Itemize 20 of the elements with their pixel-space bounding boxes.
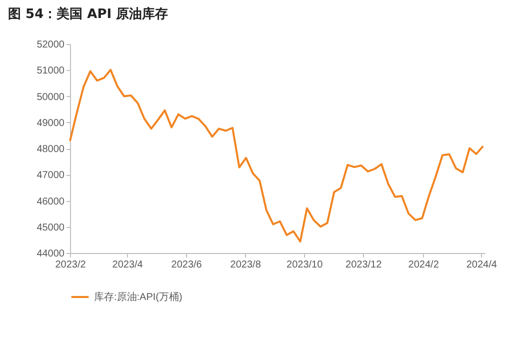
y-tick-label: 44000 [36,248,65,260]
x-tick-label: 2023/6 [171,260,202,270]
x-tick-label: 2024/4 [466,260,498,270]
y-tick-label: 52000 [36,40,65,50]
legend-label: 库存:原油:API(万桶) [94,291,182,303]
y-tick-label: 48000 [36,144,65,155]
y-tick-label: 50000 [36,92,65,103]
y-tick-label: 51000 [36,66,65,77]
x-tick-label: 2023/4 [112,260,144,270]
line-series [69,68,484,243]
y-tick-label: 47000 [36,170,65,182]
y-tick-label: 49000 [36,118,65,129]
x-tick-label: 2023/12 [346,260,382,270]
y-tick-label: 45000 [36,222,65,234]
chart-title: 图 54：美国 API 原油库存 [8,6,168,22]
y-tick-label: 46000 [36,196,65,208]
x-tick-label: 2023/2 [55,260,86,270]
x-tick-label: 2023/8 [230,260,262,270]
x-tick-label: 2023/10 [286,260,324,270]
x-tick-label: 2024/2 [408,260,440,270]
